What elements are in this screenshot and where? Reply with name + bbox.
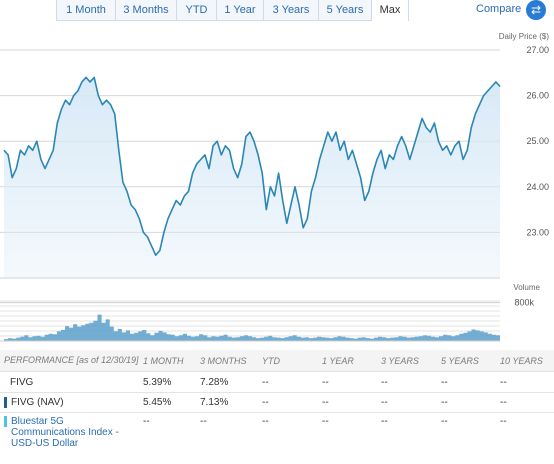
y-tick-label: 24.00 (526, 182, 549, 192)
y-tick-label: 26.00 (526, 91, 549, 101)
column-header-3-months: 3 MONTHS (200, 355, 247, 366)
value-ytd: -- (262, 376, 269, 388)
index-series-swatch (4, 416, 7, 427)
value-3-months: 7.28% (200, 376, 229, 388)
tab-3-months[interactable]: 3 Months (115, 0, 177, 21)
column-header-ytd: YTD (262, 355, 280, 366)
swap-arrows-icon[interactable]: ⇄ (526, 0, 546, 20)
column-header-1-month: 1 MONTH (143, 355, 184, 366)
value-1-year: -- (322, 376, 329, 388)
fund-name-nav: FIVG (NAV) (4, 393, 140, 412)
value-3-months: -- (200, 416, 207, 427)
value-10-years: -- (500, 416, 507, 427)
volume-axis-label: Volume (513, 283, 540, 292)
value-5-years: -- (441, 376, 448, 388)
performance-row-index: Bluestar 5G Communications Index - USD-U… (0, 413, 554, 461)
column-header-10-years: 10 YEARS (500, 355, 543, 366)
value-3-years: -- (381, 397, 388, 408)
column-header-1-year: 1 YEAR (322, 355, 354, 366)
index-name-label[interactable]: Bluestar 5G Communications Index - USD-U… (11, 416, 119, 449)
volume-bars (4, 314, 500, 341)
compare-label[interactable]: Compare (476, 3, 522, 15)
performance-row-fivg: FIVG 5.39% 7.28% -- -- -- -- -- (0, 372, 554, 393)
volume-chart: Volume 800k (0, 283, 541, 342)
value-3-years: -- (381, 416, 388, 427)
y-axis-label: Daily Price ($) (499, 32, 550, 41)
y-tick-label: 27.00 (526, 45, 549, 55)
performance-row-fivg-nav: FIVG (NAV) 5.45% 7.13% -- -- -- -- -- (0, 393, 554, 413)
tab-max[interactable]: Max (371, 0, 409, 21)
value-1-month: -- (143, 416, 150, 427)
y-tick-label: 25.00 (526, 136, 549, 146)
value-10-years: -- (500, 397, 507, 408)
fund-name: FIVG (10, 376, 34, 388)
value-1-year: -- (322, 397, 329, 408)
tab-1-year[interactable]: 1 Year (216, 0, 264, 21)
value-1-month: 5.45% (143, 397, 172, 408)
value-3-years: -- (381, 376, 388, 388)
tab-ytd[interactable]: YTD (176, 0, 217, 21)
price-line (3, 76, 501, 256)
tab-1-month[interactable]: 1 Month (56, 0, 116, 21)
y-tick-label: 23.00 (526, 227, 549, 237)
column-header-3-years: 3 YEARS (381, 355, 419, 366)
volume-tick-label: 800k (514, 298, 534, 308)
price-chart: Daily Price ($) 23.00 24.00 25.00 26.00 27.00 (0, 32, 550, 279)
performance-title: PERFORMANCE [as of 12/30/19] (4, 355, 139, 365)
nav-series-swatch (4, 397, 7, 408)
value-ytd: -- (262, 416, 269, 427)
value-5-years: -- (441, 397, 448, 408)
range-tabs: 1 Month 3 Months YTD 1 Year 3 Years 5 Ye… (0, 0, 554, 22)
column-header-5-years: 5 YEARS (441, 355, 479, 366)
value-1-month: 5.39% (143, 376, 172, 388)
price-area (4, 77, 500, 279)
tab-5-years[interactable]: 5 Years (318, 0, 372, 21)
tab-3-years[interactable]: 3 Years (263, 0, 319, 21)
fund-name-nav-label: FIVG (NAV) (11, 397, 64, 408)
value-1-year: -- (322, 416, 329, 427)
value-ytd: -- (262, 397, 269, 408)
value-5-years: -- (441, 416, 448, 427)
value-10-years: -- (500, 376, 507, 388)
performance-header-row: PERFORMANCE [as of 12/30/19] 1 MONTH 3 M… (0, 350, 554, 372)
value-3-months: 7.13% (200, 397, 229, 408)
index-name[interactable]: Bluestar 5G Communications Index - USD-U… (4, 413, 140, 464)
